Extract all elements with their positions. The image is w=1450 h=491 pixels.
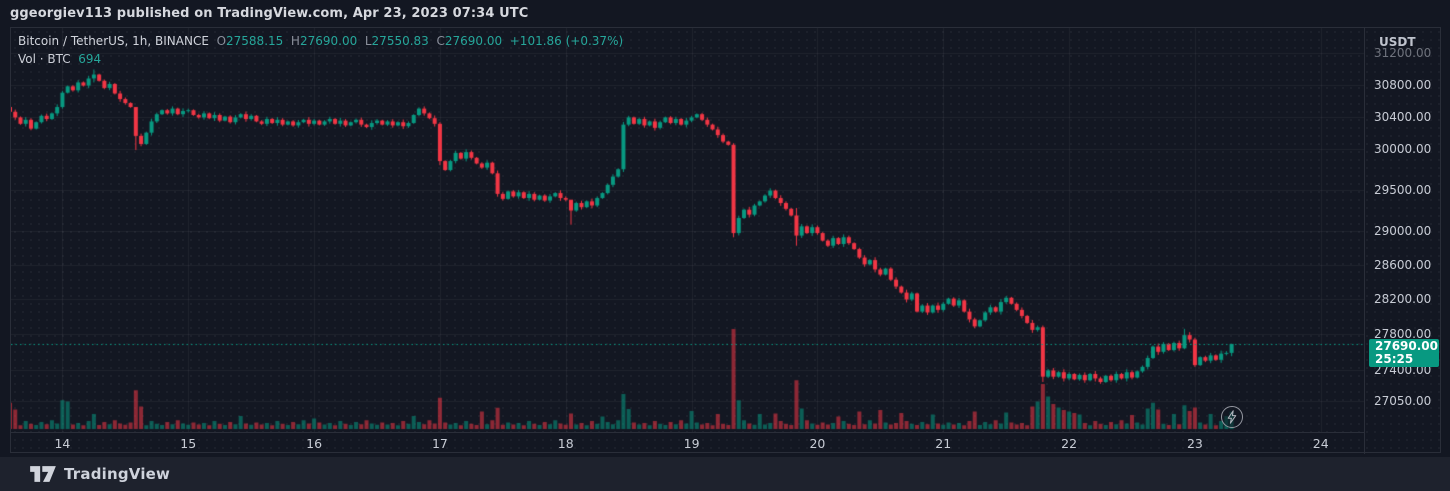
time-tick-17: 17 (431, 436, 448, 451)
last-price-value: 27690.00 (1375, 338, 1439, 353)
price-tick-29500: 29500.00 (1374, 182, 1432, 197)
time-tick-21: 21 (935, 436, 952, 451)
price-tick-28200: 28200.00 (1374, 292, 1432, 307)
price-tick-30000: 30000.00 (1374, 141, 1432, 156)
volume-label: Vol · BTC (18, 52, 71, 66)
time-tick-19: 19 (683, 436, 700, 451)
tradingview-wordmark[interactable]: TradingView (64, 465, 171, 483)
time-tick-18: 18 (557, 436, 574, 451)
last-price-badge: 27690.00 25:25 (1369, 338, 1439, 367)
time-tick-23: 23 (1186, 436, 1203, 451)
high-value: 27690.00 (299, 34, 358, 48)
price-tick-30400: 30400.00 (1374, 109, 1432, 124)
lightning-bolt-icon (1227, 410, 1237, 424)
bar-countdown: 25:25 (1375, 351, 1414, 366)
close-value: 27690.00 (444, 34, 503, 48)
price-axis-unit: USDT (1379, 35, 1416, 49)
low-label: L (364, 34, 372, 48)
price-tick-30800: 30800.00 (1374, 77, 1432, 92)
volume-legend: Vol · BTC 694 (18, 52, 101, 66)
price-axis[interactable]: USDT 27690.00 25:25 31200.00 30800.00 3040… (1364, 28, 1442, 454)
footer-bar: TradingView (0, 457, 1450, 491)
time-tick-16: 16 (306, 436, 323, 451)
chart-container: Bitcoin / TetherUS, 1h, BINANCE O27588.1… (10, 27, 1442, 454)
time-tick-24: 24 (1312, 436, 1329, 451)
price-tick-28600: 28600.00 (1374, 258, 1432, 273)
low-value: 27550.83 (371, 34, 429, 48)
change-value: +101.86 (+0.37%) (509, 34, 624, 48)
publish-text: ggeorgiev113 published on TradingView.co… (10, 6, 529, 21)
price-chart-canvas[interactable] (11, 28, 1364, 432)
publish-header: ggeorgiev113 published on TradingView.co… (0, 0, 1450, 27)
time-tick-14: 14 (54, 436, 71, 451)
volume-value: 694 (78, 52, 102, 66)
time-tick-20: 20 (809, 436, 826, 451)
price-tick-27800: 27800.00 (1374, 327, 1432, 342)
open-label: O (216, 34, 227, 48)
open-value: 27588.15 (226, 34, 284, 48)
close-label: C (436, 34, 445, 48)
time-axis[interactable]: 14 15 16 17 18 19 20 21 22 23 24 (11, 432, 1364, 453)
price-tick-31200: 31200.00 (1374, 46, 1432, 61)
price-tick-27050: 27050.00 (1374, 393, 1432, 408)
symbol-title: Bitcoin / TetherUS, 1h, BINANCE (18, 34, 209, 48)
time-tick-15: 15 (180, 436, 197, 451)
tradingview-logo-icon[interactable] (30, 464, 56, 484)
ohlc-legend: Bitcoin / TetherUS, 1h, BINANCE O27588.1… (18, 34, 623, 48)
high-label: H (290, 34, 300, 48)
realtime-flash-button[interactable] (1221, 406, 1243, 428)
chart-plot-area[interactable]: Bitcoin / TetherUS, 1h, BINANCE O27588.1… (11, 28, 1364, 451)
time-tick-22: 22 (1061, 436, 1078, 451)
price-tick-29000: 29000.00 (1374, 224, 1432, 239)
